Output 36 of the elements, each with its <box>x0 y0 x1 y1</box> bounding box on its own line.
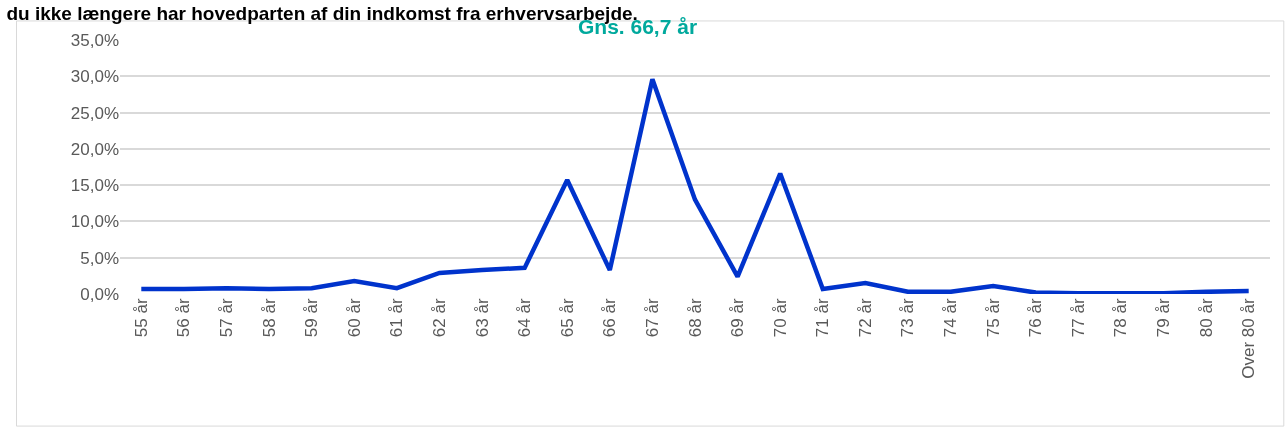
x-tick-label: 77 år <box>1068 298 1088 338</box>
line-series <box>139 76 1251 294</box>
x-tick-label: 76 år <box>1026 298 1046 338</box>
y-tick-label: 15,0% <box>70 176 119 196</box>
y-tick-label: 20,0% <box>70 139 119 159</box>
x-tick-label: 58 år <box>259 298 279 338</box>
x-tick-label: Over 80 år <box>1239 298 1259 379</box>
x-tick-label: 69 år <box>728 298 748 338</box>
x-tick-label: 67 år <box>642 298 662 338</box>
x-tick-label: 65 år <box>557 298 577 338</box>
y-tick-label: 10,0% <box>70 212 119 232</box>
x-tick-label: 70 år <box>770 298 790 338</box>
y-tick-label: 0,0% <box>80 284 119 304</box>
x-tick-label: 64 år <box>515 298 535 338</box>
x-tick-label: 56 år <box>174 298 194 338</box>
x-tick-label: 75 år <box>983 298 1003 338</box>
x-tick-label: 55 år <box>131 298 151 338</box>
y-tick-label: 5,0% <box>80 248 119 268</box>
x-tick-label: 68 år <box>685 298 705 338</box>
x-tick-label: 71 år <box>813 298 833 338</box>
x-tick-label: 62 år <box>429 298 449 338</box>
y-tick-label: 30,0% <box>70 67 119 87</box>
x-tick-label: 79 år <box>1154 298 1174 338</box>
x-tick-label: 57 år <box>217 298 236 338</box>
x-tick-label: 72 år <box>855 298 875 338</box>
x-tick-label: 78 år <box>1111 298 1131 338</box>
y-tick-label: 35,0% <box>70 30 119 50</box>
x-tick-label: 73 år <box>898 298 918 338</box>
x-tick-label: 59 år <box>302 298 322 338</box>
x-tick-label: 74 år <box>941 298 961 338</box>
x-tick-label: 63 år <box>472 298 492 338</box>
x-tick-label: 80 år <box>1196 298 1216 338</box>
x-tick-label: 60 år <box>344 298 364 338</box>
x-tick-label: 66 år <box>600 298 620 338</box>
y-tick-label: 25,0% <box>70 103 119 123</box>
x-tick-label: 61 år <box>387 298 407 338</box>
